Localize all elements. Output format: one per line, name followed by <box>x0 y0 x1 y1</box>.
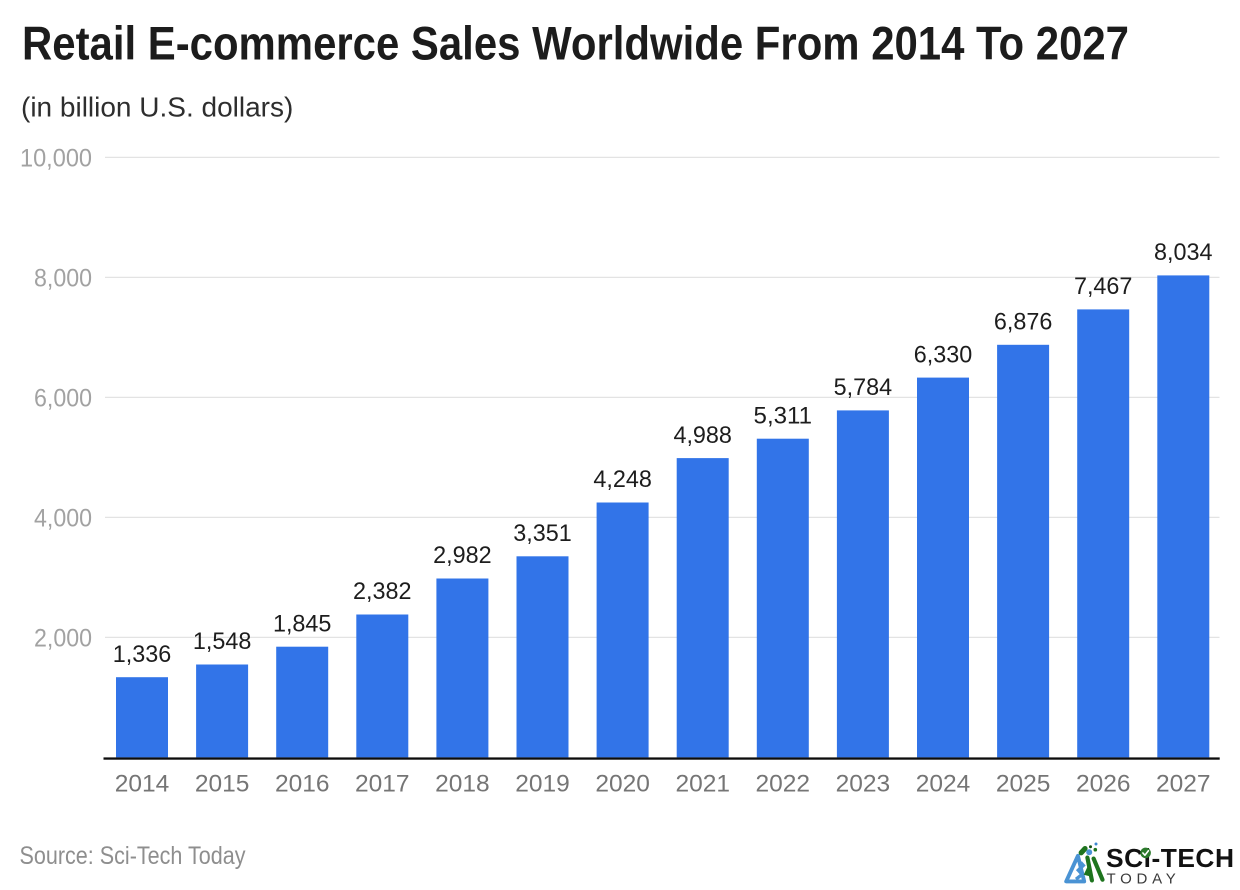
svg-text:8,000: 8,000 <box>34 265 92 293</box>
svg-text:2021: 2021 <box>675 771 730 798</box>
svg-text:4,988: 4,988 <box>673 422 732 449</box>
svg-text:2,382: 2,382 <box>353 578 412 605</box>
svg-text:2024: 2024 <box>916 771 971 798</box>
svg-text:Source: Sci-Tech Today: Source: Sci-Tech Today <box>20 842 246 870</box>
svg-text:6,330: 6,330 <box>914 341 973 368</box>
svg-text:2019: 2019 <box>515 771 570 798</box>
svg-text:2025: 2025 <box>996 771 1051 798</box>
svg-text:1,845: 1,845 <box>273 610 332 637</box>
svg-text:2,000: 2,000 <box>34 625 92 653</box>
svg-text:2022: 2022 <box>756 771 811 798</box>
svg-text:2023: 2023 <box>836 771 891 798</box>
svg-text:TODAY: TODAY <box>1107 871 1181 888</box>
svg-text:2015: 2015 <box>195 771 250 798</box>
svg-text:1,336: 1,336 <box>113 641 172 668</box>
svg-text:(in billion U.S. dollars): (in billion U.S. dollars) <box>21 92 293 123</box>
svg-text:4,248: 4,248 <box>593 466 652 493</box>
svg-text:SCi-TECH: SCi-TECH <box>1106 843 1235 873</box>
svg-text:Retail E-commerce Sales Worldw: Retail E-commerce Sales Worldwide From 2… <box>22 17 1129 70</box>
svg-text:7,467: 7,467 <box>1074 273 1133 300</box>
svg-text:5,784: 5,784 <box>834 374 893 401</box>
svg-text:4,000: 4,000 <box>34 505 92 533</box>
svg-text:10,000: 10,000 <box>20 145 92 173</box>
svg-text:6,876: 6,876 <box>994 309 1053 336</box>
svg-text:5,311: 5,311 <box>754 402 813 429</box>
svg-text:2026: 2026 <box>1076 771 1131 798</box>
svg-text:2020: 2020 <box>595 771 650 798</box>
svg-text:2017: 2017 <box>355 771 410 798</box>
svg-text:3,351: 3,351 <box>513 520 572 547</box>
svg-text:2,982: 2,982 <box>433 542 492 569</box>
svg-text:2016: 2016 <box>275 771 330 798</box>
svg-text:2027: 2027 <box>1156 771 1211 798</box>
svg-text:1,548: 1,548 <box>193 628 252 655</box>
svg-text:2018: 2018 <box>435 771 490 798</box>
svg-text:6,000: 6,000 <box>34 385 92 413</box>
svg-text:8,034: 8,034 <box>1154 239 1213 266</box>
svg-text:2014: 2014 <box>115 771 170 798</box>
